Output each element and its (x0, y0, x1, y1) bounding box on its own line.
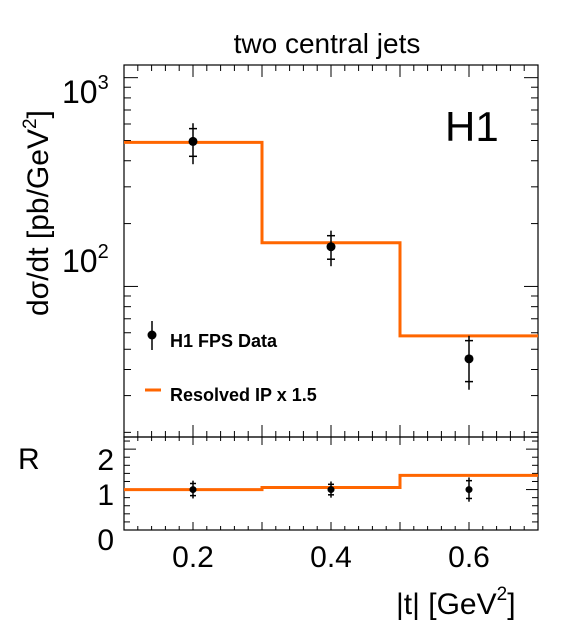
y-axis-label: dσ/dt [pb/GeV2] (20, 110, 55, 316)
xtick-label-0.4: 0.4 (310, 541, 352, 574)
legend-label-model: Resolved IP x 1.5 (170, 385, 317, 405)
x-axis-label: |t| [GeV2] (396, 584, 516, 621)
ratio-data-point-2 (465, 486, 473, 494)
main-panel-marks (124, 123, 538, 390)
chart-title: two central jets (234, 28, 421, 59)
main-data-point-0 (188, 136, 198, 146)
legend-marker-point (147, 330, 157, 340)
main-data-point-1 (326, 242, 336, 252)
xtick-label-0.2: 0.2 (172, 541, 214, 574)
legend-label-data: H1 FPS Data (170, 331, 278, 351)
x-axis-label-close: ] (507, 588, 515, 621)
experiment-label: H1 (445, 103, 499, 150)
ratio-data-point-0 (189, 486, 197, 494)
axis-ticks (123, 65, 539, 531)
ratio-ytick-label-1: 1 (97, 479, 114, 512)
main-data-point-2 (464, 354, 474, 364)
ratio-data-point-1 (327, 486, 335, 494)
ytick-label-1000: 103 (62, 72, 109, 110)
x-axis-label-sup: 2 (497, 584, 508, 605)
y-axis-label-close: ] (22, 110, 55, 118)
y-axis-label-sup: 2 (20, 118, 41, 129)
ratio-ytick-label-2: 2 (97, 444, 114, 477)
ratio-panel-marks (124, 473, 538, 502)
ratio-y-axis-label: R (18, 443, 40, 476)
ytick-label-100: 102 (62, 241, 109, 279)
legend: H1 FPS Data Resolved IP x 1.5 (145, 321, 317, 405)
xtick-label-0.6: 0.6 (448, 541, 490, 574)
ratio-ytick-label-0: 0 (97, 524, 114, 557)
